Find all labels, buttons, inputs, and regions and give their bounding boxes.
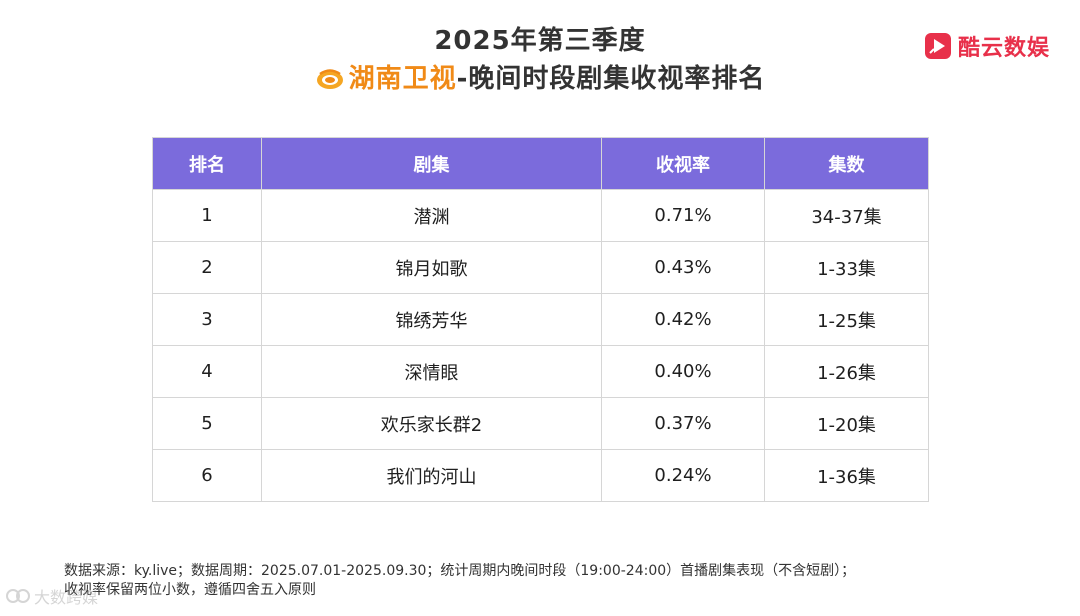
column-header-episodes: 集数 bbox=[764, 137, 929, 190]
column-header-rank: 排名 bbox=[152, 137, 262, 190]
rank-cell: 6 bbox=[152, 449, 262, 502]
title-cell: 欢乐家长群2 bbox=[261, 397, 602, 450]
episodes-cell: 1-33集 bbox=[764, 241, 929, 294]
brand-name: 酷云数娱 bbox=[957, 36, 1050, 61]
column-header-rating: 收视率 bbox=[601, 137, 765, 190]
column-header-title: 剧集 bbox=[261, 137, 602, 190]
title-cell: 锦绣芳华 bbox=[261, 293, 602, 346]
rank-cell: 5 bbox=[152, 397, 262, 450]
footnote-line-rounding: 收视率保留两位小数，遵循四舍五入原则 bbox=[64, 582, 316, 598]
ratings-table: 排名 剧集 收视率 集数 1 潜渊 0.71% 34-37集 2 锦月如歌 0.… bbox=[152, 137, 929, 502]
rank-cell: 1 bbox=[152, 189, 262, 242]
table-row: 1 潜渊 0.71% 34-37集 bbox=[152, 189, 929, 242]
table-row: 6 我们的河山 0.24% 1-36集 bbox=[152, 449, 929, 502]
channel-name: 湖南卫视 bbox=[348, 64, 457, 94]
rank-cell: 2 bbox=[152, 241, 262, 294]
rating-cell: 0.71% bbox=[601, 189, 765, 242]
page-subtitle: 湖南卫视-晚间时段剧集收视率排名 bbox=[0, 58, 1080, 98]
rank-cell: 4 bbox=[152, 345, 262, 398]
play-triangle-icon bbox=[924, 32, 952, 60]
watermark-text: 大数跨媒 bbox=[34, 588, 99, 607]
title-cell: 我们的河山 bbox=[261, 449, 602, 502]
footnote-line-source: 数据来源：ky.live；数据周期：2025.07.01-2025.09.30；… bbox=[64, 563, 856, 579]
episodes-cell: 34-37集 bbox=[764, 189, 929, 242]
title-cell: 锦月如歌 bbox=[261, 241, 602, 294]
table-row: 4 深情眼 0.40% 1-26集 bbox=[152, 345, 929, 398]
rating-cell: 0.42% bbox=[601, 293, 765, 346]
footnote: 数据来源：ky.live；数据周期：2025.07.01-2025.09.30；… bbox=[64, 562, 1004, 600]
rating-cell: 0.24% bbox=[601, 449, 765, 502]
episodes-cell: 1-20集 bbox=[764, 397, 929, 450]
hunan-tv-logo-icon bbox=[315, 67, 345, 98]
rating-cell: 0.37% bbox=[601, 397, 765, 450]
title-cell: 深情眼 bbox=[261, 345, 602, 398]
title-cell: 潜渊 bbox=[261, 189, 602, 242]
page-title: 2025年第三季度 bbox=[434, 26, 646, 56]
episodes-cell: 1-25集 bbox=[764, 293, 929, 346]
table-row: 2 锦月如歌 0.43% 1-33集 bbox=[152, 241, 929, 294]
table-row: 5 欢乐家长群2 0.37% 1-20集 bbox=[152, 397, 929, 450]
watermark: 大数跨媒 bbox=[6, 584, 98, 608]
rating-cell: 0.43% bbox=[601, 241, 765, 294]
table-row: 3 锦绣芳华 0.42% 1-25集 bbox=[152, 293, 929, 346]
rating-cell: 0.40% bbox=[601, 345, 765, 398]
table-header-row: 排名 剧集 收视率 集数 bbox=[152, 137, 929, 190]
rank-cell: 3 bbox=[152, 293, 262, 346]
watermark-logo-icon bbox=[6, 586, 30, 606]
episodes-cell: 1-36集 bbox=[764, 449, 929, 502]
brand-logo: 酷云数娱 bbox=[924, 30, 1050, 62]
episodes-cell: 1-26集 bbox=[764, 345, 929, 398]
subtitle-text: -晚间时段剧集收视率排名 bbox=[456, 64, 766, 94]
